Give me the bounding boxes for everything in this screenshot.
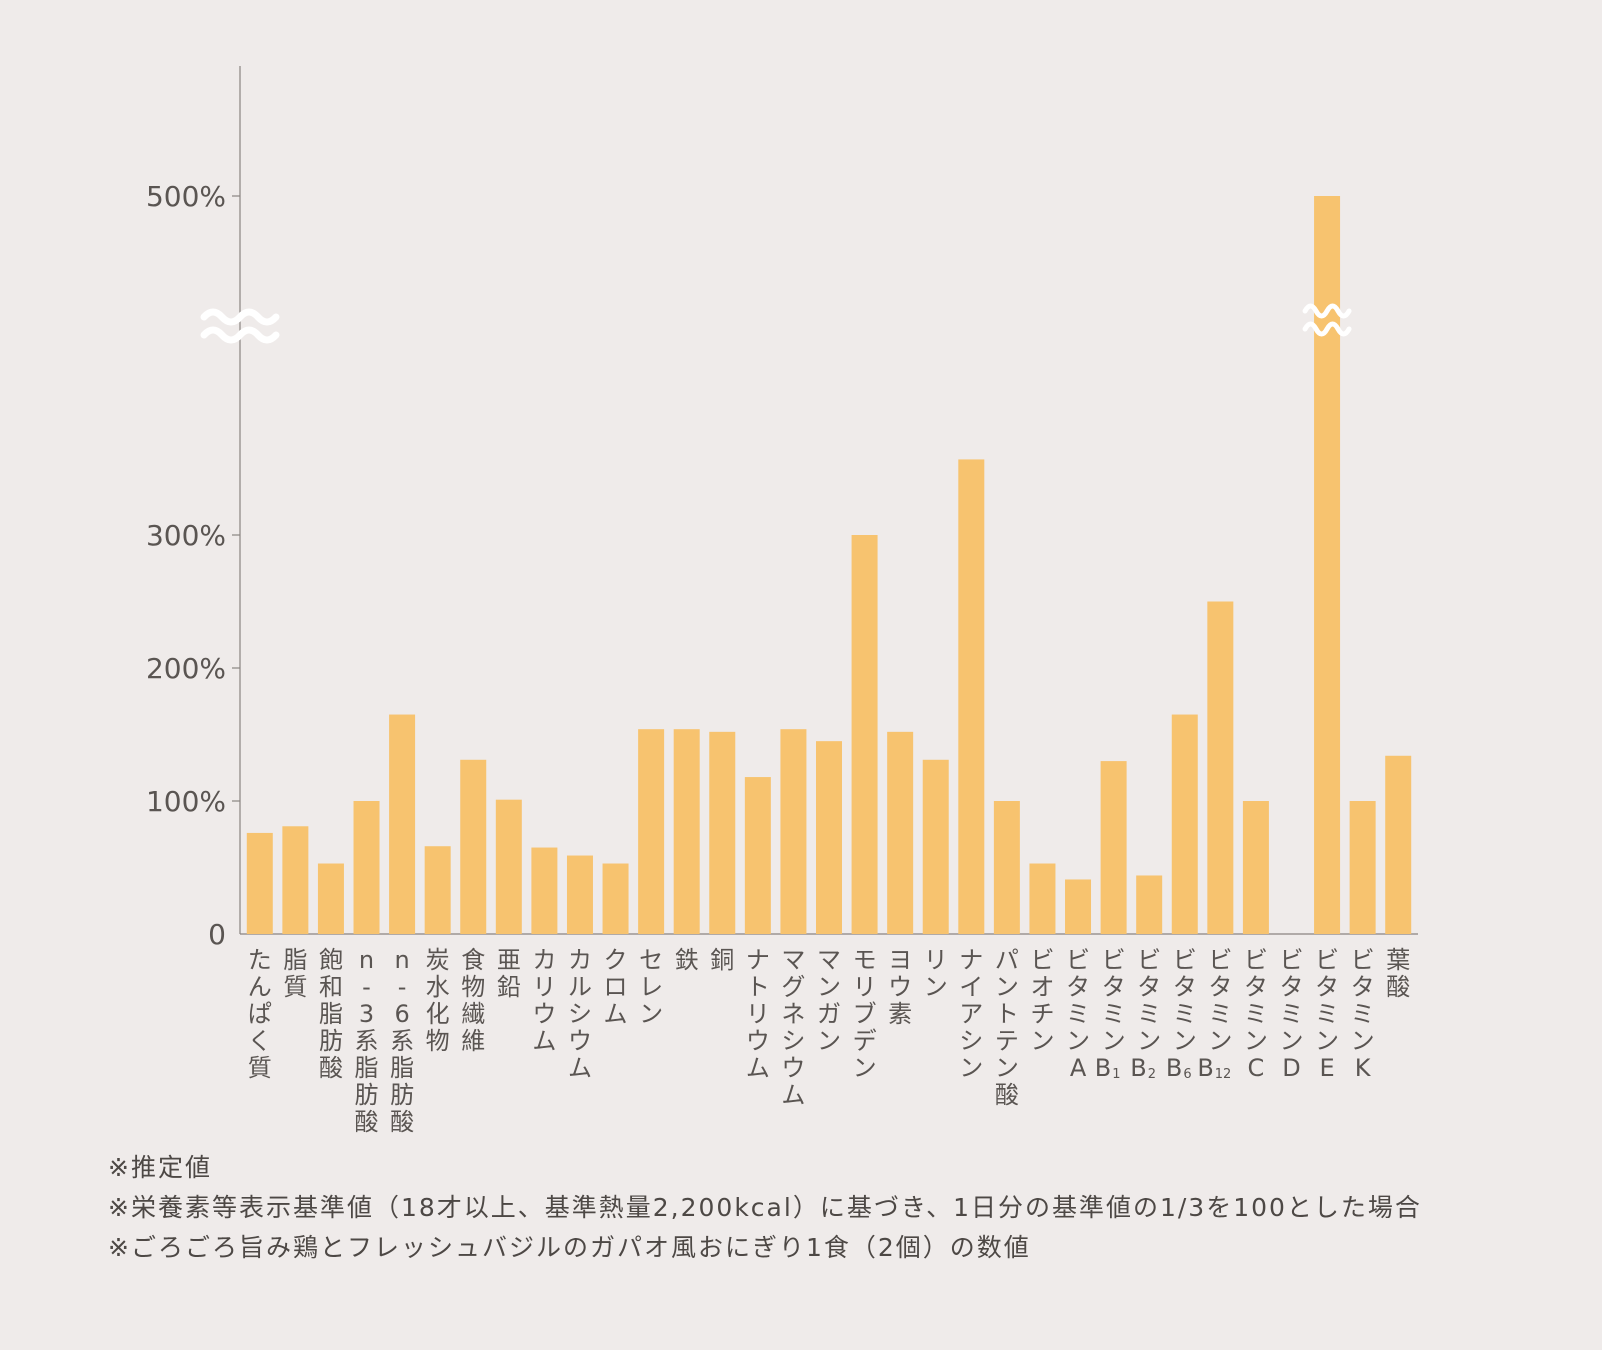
x-tick-label: ビタミン A (1066, 946, 1090, 1082)
bar-break-icon (1302, 303, 1352, 337)
x-tick-label: ビタミン D (1279, 946, 1303, 1082)
x-tick-label: ビタミン K (1351, 946, 1375, 1082)
y-tick-label: 0 (208, 918, 226, 951)
footnote-product: ※ごろごろ旨み鶏とフレッシュバジルのガパオ風おにぎり1食（2個）の数値 (108, 1233, 1031, 1262)
y-axis: 0 100% 200% 300% 500% (146, 66, 1418, 951)
bar (1100, 761, 1127, 934)
bar (709, 731, 736, 934)
x-tick-label: 鉄 (675, 946, 699, 974)
x-tick-label: 炭水化物 (426, 946, 450, 1055)
x-tick-label: ビタミン B2 (1130, 946, 1161, 1082)
bar (317, 863, 344, 934)
x-tick-label: 食物繊維 (461, 946, 485, 1055)
bar (389, 714, 416, 934)
bar (602, 863, 629, 934)
x-tick-label: 脂質 (283, 946, 307, 1001)
bar (1171, 714, 1198, 934)
y-tick-label: 100% (146, 785, 226, 818)
bar (1314, 196, 1341, 934)
bar (887, 731, 914, 934)
x-tick-label: 銅 (710, 946, 734, 974)
y-tick-label: 300% (146, 519, 226, 552)
x-tick-label: ビタミン E (1315, 946, 1339, 1082)
bar (531, 847, 558, 934)
bar (816, 741, 842, 934)
bar (282, 826, 309, 934)
x-tick-label: ビタミン B1 (1095, 946, 1126, 1082)
bar (993, 801, 1020, 934)
x-tick-label: クロム (604, 946, 628, 1028)
bar (1385, 755, 1412, 934)
bar (958, 459, 985, 934)
y-tick-label: 200% (146, 652, 226, 685)
footnotes: ※推定値 ※栄養素等表示基準値（18才以上、基準熱量2,200kcal）に基づき… (108, 1148, 1422, 1268)
x-tick-label: パントテン酸 (995, 946, 1019, 1109)
x-tick-label: 飽和脂肪酸 (319, 946, 343, 1082)
y-tick-label: 500% (146, 180, 226, 213)
x-tick-label: ナイアシン (959, 946, 983, 1082)
axis-break-stroke (1302, 321, 1352, 337)
bar (460, 759, 487, 934)
bar (353, 801, 380, 934)
bar (1242, 801, 1269, 934)
bar (1029, 863, 1056, 934)
x-tick-label: マグネシウム (781, 946, 805, 1109)
x-tick-label: ビタミン B6 (1166, 946, 1197, 1082)
bar (1207, 601, 1234, 934)
x-tick-label: モリブデン (853, 946, 877, 1082)
bar (673, 729, 700, 934)
bar (638, 729, 665, 934)
x-tick-label: n -3 系脂肪酸 (355, 946, 379, 1136)
bar (922, 759, 949, 934)
bar (566, 855, 593, 934)
bar (495, 799, 522, 934)
x-tick-label: セレン (639, 946, 663, 1028)
axis-break-stroke (200, 308, 280, 326)
x-tick-label: 葉酸 (1386, 946, 1410, 1001)
x-tick-label: カルシウム (568, 946, 592, 1082)
x-tick-label: ヨウ素 (888, 946, 912, 1028)
bar (1349, 801, 1376, 934)
x-tick-label: ビオチン (1030, 946, 1054, 1055)
x-tick-label: マンガン (817, 946, 841, 1055)
x-tick-label: リン (924, 946, 948, 1001)
bar (424, 846, 451, 934)
footnote-basis: ※栄養素等表示基準値（18才以上、基準熱量2,200kcal）に基づき、1日分の… (108, 1193, 1422, 1222)
axis-break-stroke (1302, 303, 1352, 319)
bar (246, 832, 273, 934)
x-tick-label: n -6 系脂肪酸 (390, 946, 414, 1136)
x-tick-label: ナトリウム (746, 946, 770, 1082)
axis-break-icon (200, 308, 280, 344)
x-tick-label: ビタミン B12 (1197, 946, 1232, 1082)
axis-breaks (200, 303, 1352, 344)
axis-break-stroke (200, 326, 280, 344)
bar (1136, 875, 1163, 934)
bar (851, 535, 878, 934)
bars (246, 196, 1412, 934)
x-tick-label: たんぱく質 (248, 946, 272, 1082)
footnote-estimated: ※推定値 (108, 1153, 212, 1182)
x-tick-label: ビタミン C (1244, 946, 1268, 1082)
x-tick-label: カリウム (532, 946, 556, 1055)
bar (744, 777, 771, 934)
bar (1065, 879, 1092, 934)
x-tick-label: 亜鉛 (497, 946, 521, 1001)
bar (780, 729, 807, 934)
